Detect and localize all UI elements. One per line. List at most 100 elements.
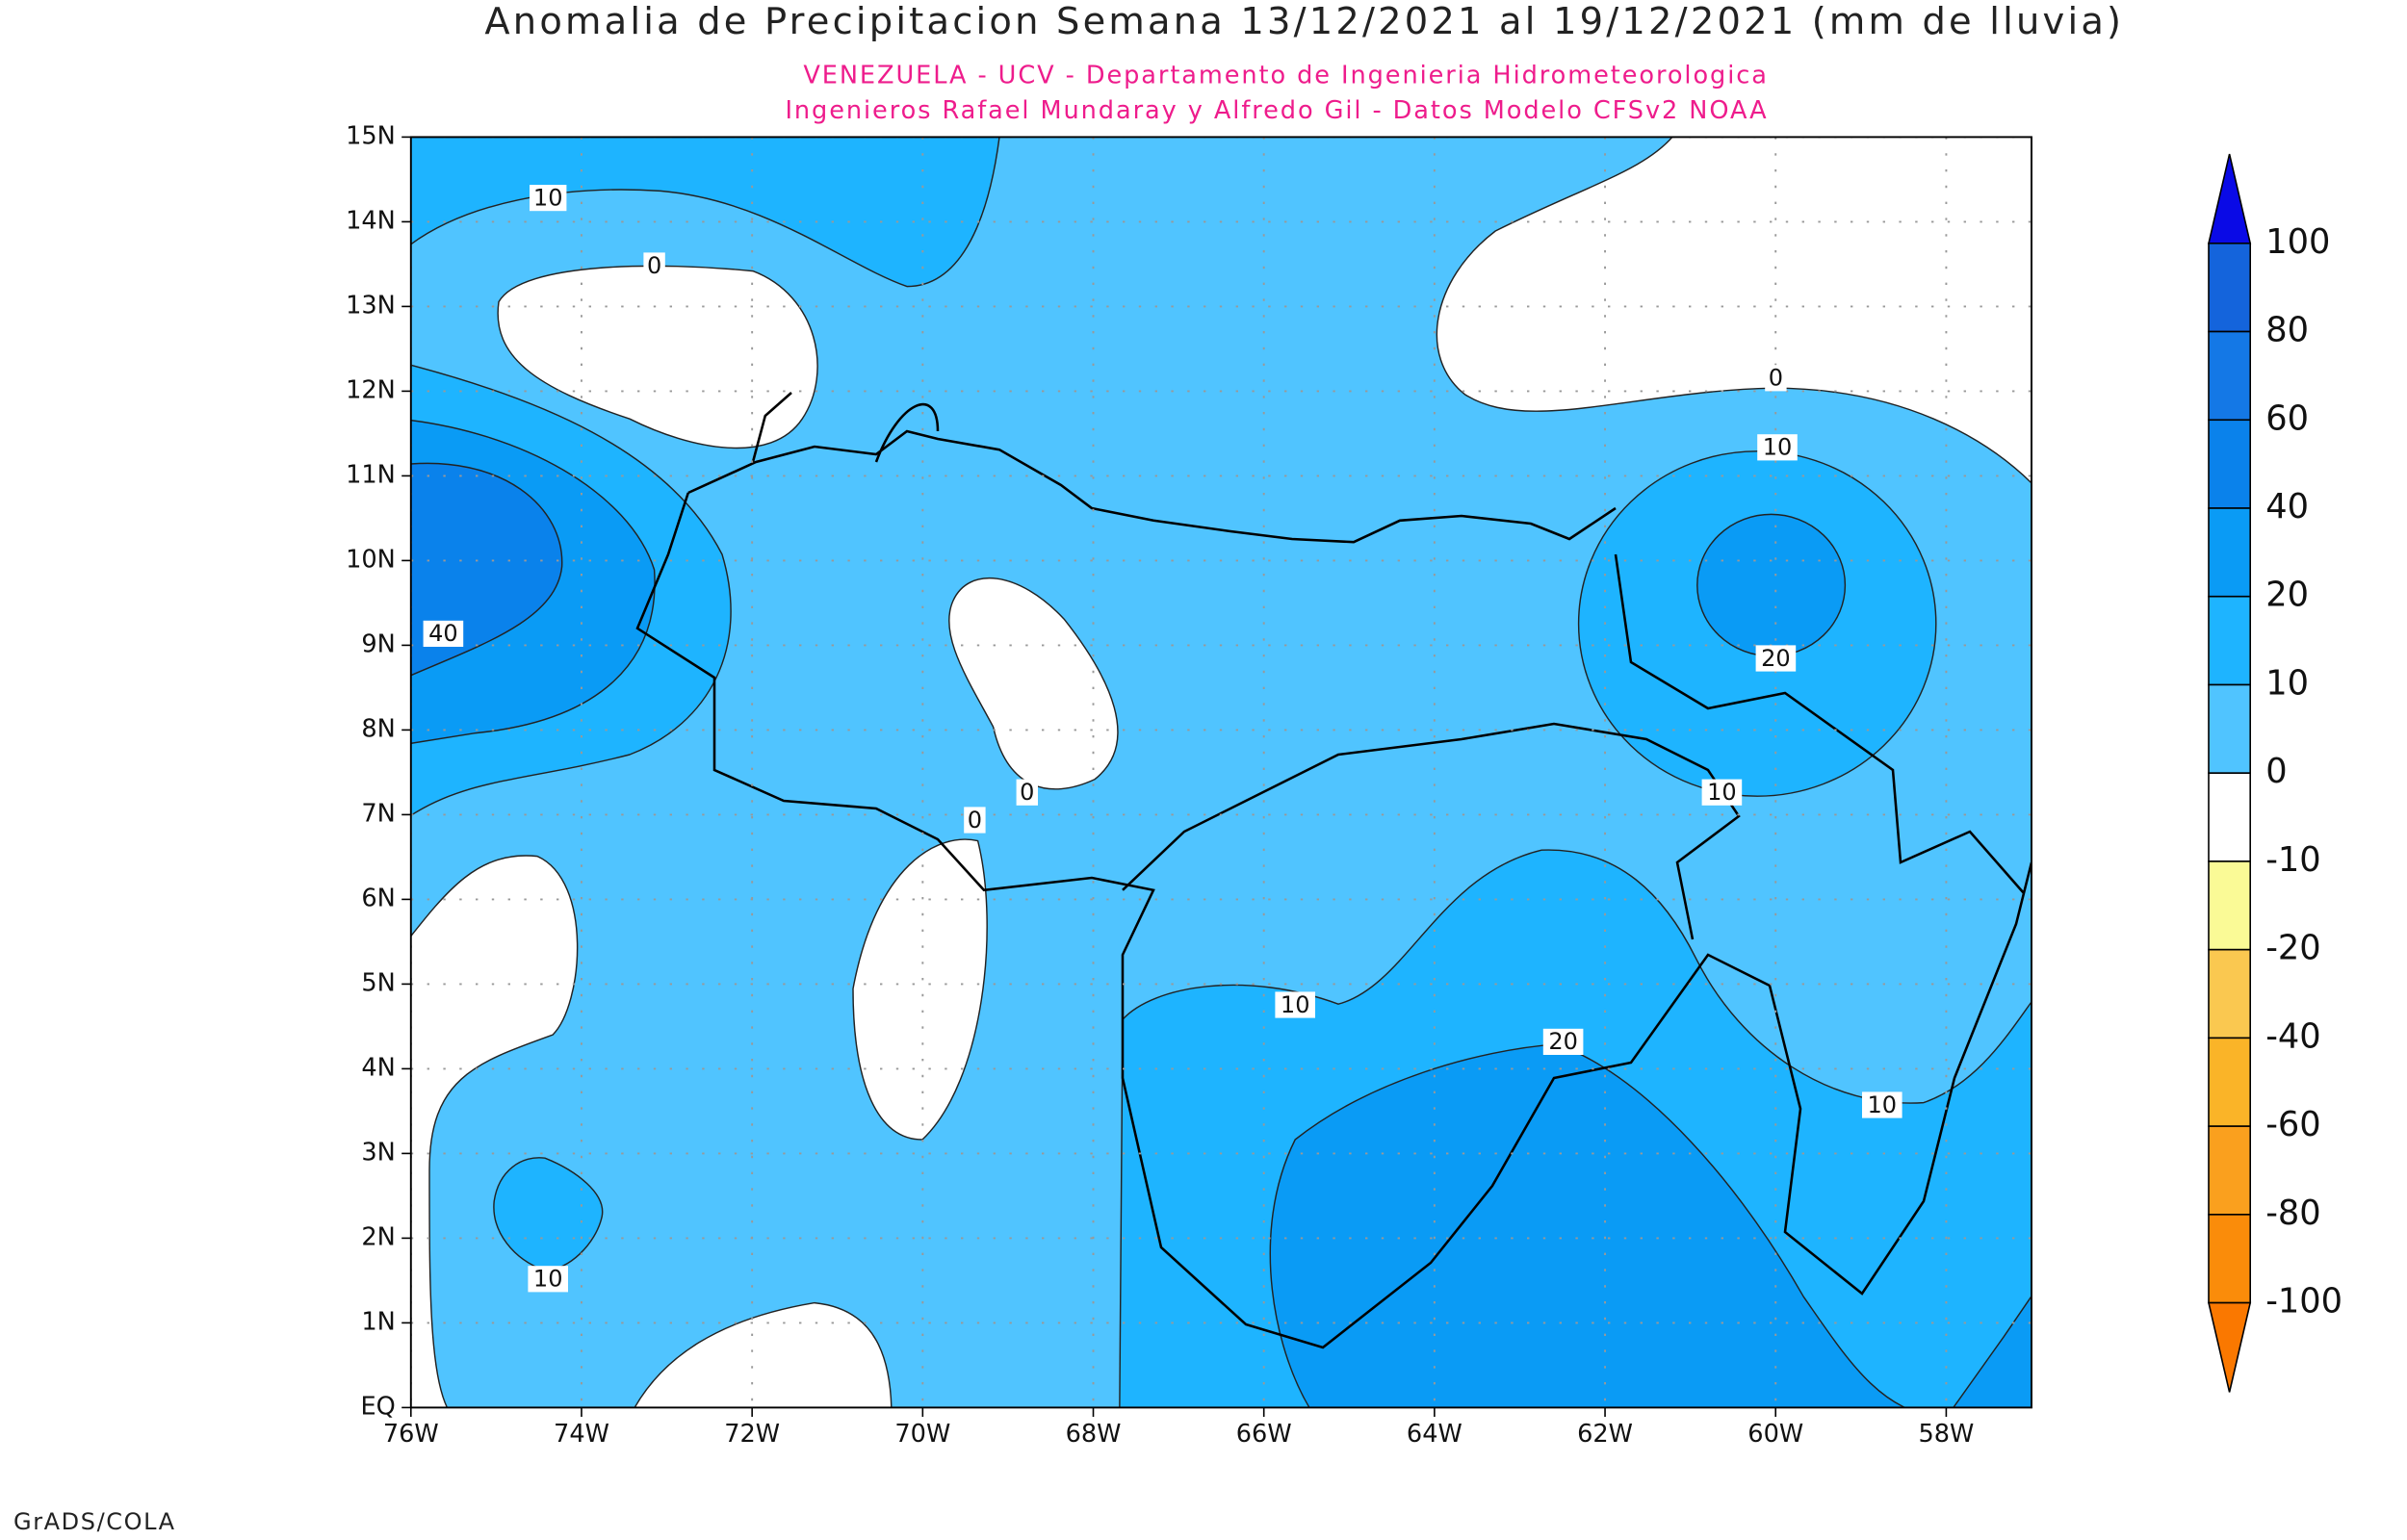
colorbar-label: -20 xyxy=(2265,929,2320,968)
x-tick-label: 76W xyxy=(383,1420,439,1449)
y-tick-label: 13N xyxy=(346,291,396,320)
x-tick-label: 70W xyxy=(894,1420,950,1449)
subtitle: VENEZUELA - UCV - Departamento de Ingeni… xyxy=(803,61,1768,90)
y-tick-label: 7N xyxy=(361,799,395,828)
label-box xyxy=(1755,645,1797,672)
x-tick-label: 74W xyxy=(554,1420,609,1449)
x-tick-label: 62W xyxy=(1577,1420,1633,1449)
footer: GrADS/COLA xyxy=(13,1508,176,1535)
colorbar-label: -10 xyxy=(2265,840,2320,880)
colorbar-label: 0 xyxy=(2265,752,2287,791)
x-tick-label: 68W xyxy=(1066,1420,1122,1449)
shade xyxy=(1436,137,2032,484)
colorbar-label: 60 xyxy=(2265,398,2309,438)
label-box xyxy=(528,1266,568,1293)
colorbar-swatch xyxy=(2208,860,2251,951)
y-tick-label: 12N xyxy=(346,375,396,404)
y-tick-label: 1N xyxy=(361,1307,395,1336)
label-box xyxy=(1757,434,1798,461)
y-tick-label: 8N xyxy=(361,714,395,743)
shade xyxy=(497,265,818,449)
map-frame xyxy=(409,136,2032,1409)
colorbar-swatch xyxy=(2208,330,2251,422)
map-area xyxy=(410,137,2032,1408)
x-tick-label: 66W xyxy=(1236,1420,1292,1449)
colorbar-swatch xyxy=(2208,1214,2251,1304)
y-tick-label: EQ xyxy=(360,1392,395,1421)
shade xyxy=(852,838,988,1141)
contour-label: 10 xyxy=(1707,779,1737,806)
title: Anomalia de Precipitacion Semana 13/12/2… xyxy=(484,0,2124,43)
contour-label: 10 xyxy=(533,1266,563,1293)
colorbar-swatch xyxy=(2208,243,2251,333)
colorbar-label: 80 xyxy=(2265,311,2309,350)
y-tick-label: 14N xyxy=(346,206,396,235)
y-tick-label: 10N xyxy=(346,545,396,574)
shade xyxy=(1696,513,1847,657)
colorbar-label: -40 xyxy=(2265,1016,2320,1056)
colorbar-label: -100 xyxy=(2265,1282,2342,1322)
colorbar-label: -60 xyxy=(2265,1105,2320,1144)
contour-label: 0 xyxy=(968,807,982,834)
contour-label: 10 xyxy=(533,184,563,211)
y-tick-label: 2N xyxy=(361,1222,395,1251)
shade xyxy=(493,1157,604,1271)
label-box xyxy=(1765,365,1787,392)
ticks: 76W 74W 72W 70W 68W 66W 64W 62W 60W 58W EQ 1N 2N 3N 4N… xyxy=(346,121,1974,1449)
y-tick-label: 4N xyxy=(361,1053,395,1082)
shade xyxy=(410,855,579,1408)
label-box xyxy=(1701,779,1743,806)
subtitle: Ingenieros Rafael Mundaray y Alfredo Gil… xyxy=(785,96,1768,125)
colorbar-cap xyxy=(2207,153,2252,244)
label-box xyxy=(643,252,665,279)
colorbar-label: 40 xyxy=(2265,487,2309,526)
contour-label: 10 xyxy=(1868,1091,1898,1118)
colorbar-swatch xyxy=(2208,1037,2251,1127)
contour-label: 20 xyxy=(1548,1028,1578,1055)
y-tick-label: 15N xyxy=(346,121,396,150)
contour-label: 0 xyxy=(1020,779,1034,806)
x-tick-label: 58W xyxy=(1918,1420,1974,1449)
colorbar-swatch xyxy=(2208,1125,2251,1216)
colorbar-swatch xyxy=(2208,948,2251,1040)
colorbar-cap xyxy=(2207,1301,2252,1393)
y-tick-label: 3N xyxy=(361,1138,395,1167)
colorbar-swatch xyxy=(2208,683,2251,774)
shade xyxy=(1952,1295,2032,1408)
colorbar-label: -80 xyxy=(2265,1194,2320,1233)
y-tick-label: 11N xyxy=(346,460,396,489)
contour-label: 10 xyxy=(1763,434,1793,461)
colorbar-swatch xyxy=(2208,507,2251,598)
colorbar-label: 100 xyxy=(2265,222,2330,262)
label-box xyxy=(964,807,986,834)
contour-labels: 10 0 40 0 0 0 10 10 20 10 20 10 10 xyxy=(423,184,1902,1293)
x-tick-label: 60W xyxy=(1747,1420,1803,1449)
contour-label: 20 xyxy=(1761,645,1791,672)
colorbar-swatch xyxy=(2208,772,2251,862)
contour-label: 10 xyxy=(1281,991,1310,1018)
label-box xyxy=(423,620,464,647)
colorbar-label: 10 xyxy=(2265,663,2309,703)
label-box xyxy=(530,185,567,212)
y-tick-label: 6N xyxy=(361,884,395,912)
shade xyxy=(948,578,1119,790)
coastline xyxy=(635,392,2032,1349)
label-box xyxy=(1862,1091,1902,1118)
colorbar-label: 20 xyxy=(2265,576,2309,615)
shade xyxy=(634,1301,893,1408)
contour-label: 0 xyxy=(647,252,661,279)
y-tick-label: 5N xyxy=(361,968,395,997)
label-box xyxy=(1542,1028,1584,1055)
x-tick-label: 64W xyxy=(1407,1420,1462,1449)
shade xyxy=(410,137,1000,288)
label-box xyxy=(1016,779,1038,806)
grid xyxy=(410,137,2032,1408)
x-tick-label: 72W xyxy=(724,1420,780,1449)
label-box xyxy=(1275,991,1315,1018)
colorbar-swatch xyxy=(2208,419,2251,509)
colorbar-swatch xyxy=(2208,595,2251,686)
y-tick-label: 9N xyxy=(361,629,395,658)
